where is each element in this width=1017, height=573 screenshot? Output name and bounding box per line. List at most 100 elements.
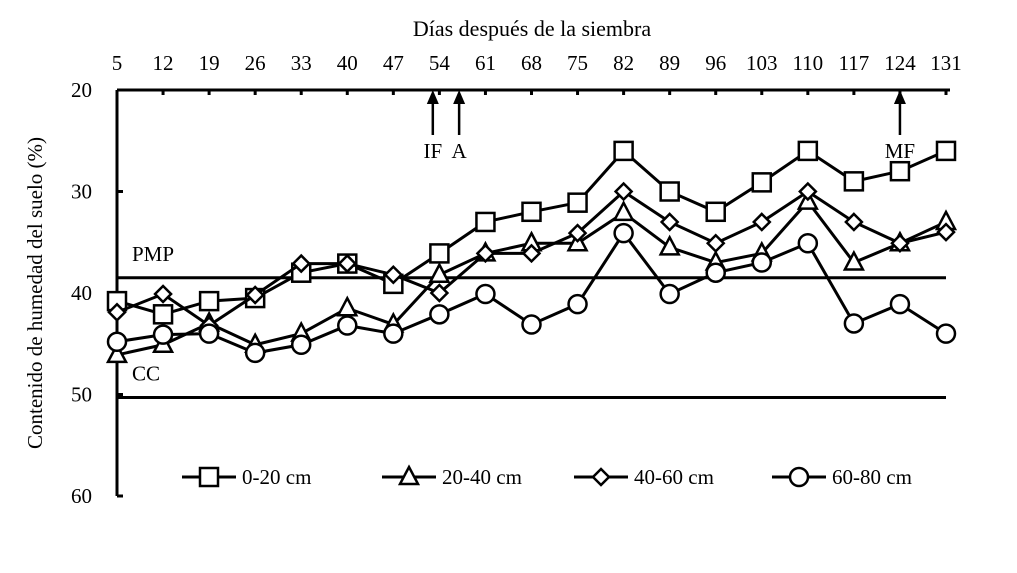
x-tick-label: 103 (746, 51, 778, 75)
data-point-square (843, 171, 865, 192)
data-point-square (152, 304, 174, 325)
x-tick-label: 19 (199, 51, 220, 75)
x-tick-label: 26 (245, 51, 266, 75)
x-tick-label: 12 (153, 51, 174, 75)
x-tick-label: 110 (792, 51, 823, 75)
data-point-diamond (337, 253, 358, 274)
data-point-circle (152, 324, 174, 345)
annotation-label: A (452, 139, 468, 163)
reference-line-label: PMP (132, 242, 174, 266)
reference-line-label: CC (132, 362, 160, 386)
data-point-square (198, 466, 220, 488)
data-point-circle (751, 252, 773, 273)
data-point-diamond (705, 233, 726, 254)
data-point-square (751, 172, 773, 193)
data-point-diamond (567, 223, 588, 243)
legend-label: 20-40 cm (442, 465, 522, 489)
y-tick-label: 50 (71, 383, 92, 407)
data-point-diamond (613, 181, 634, 202)
data-point-triangle (105, 342, 129, 364)
data-point-diamond (591, 467, 611, 487)
data-point-square (475, 211, 496, 233)
data-point-triangle (658, 234, 681, 256)
data-point-square (429, 243, 450, 264)
data-point-square (659, 181, 680, 202)
x-tick-label: 131 (930, 51, 962, 75)
data-point-diamond (659, 212, 680, 232)
x-tick-label: 96 (705, 51, 726, 75)
y-tick-label: 40 (71, 281, 92, 305)
series-60-80-cm (106, 222, 957, 364)
y-tick-label: 30 (71, 180, 92, 204)
data-point-circle (521, 314, 542, 335)
data-point-circle (429, 304, 450, 325)
data-point-circle (659, 283, 680, 305)
x-tick-label: 117 (839, 51, 870, 75)
legend-label: 60-80 cm (832, 465, 912, 489)
y-tick-label: 20 (71, 78, 92, 102)
data-point-diamond (752, 212, 772, 232)
y-tick-label: 60 (71, 484, 92, 508)
data-point-circle (337, 315, 358, 336)
data-point-circle (244, 342, 266, 364)
legend-entry: 60-80 cm (772, 465, 912, 489)
data-point-diamond (798, 181, 818, 202)
data-point-circle (705, 262, 726, 283)
x-tick-label: 47 (383, 51, 404, 75)
data-point-square (797, 140, 819, 162)
y-axis-title: Contenido de humedad del suelo (%) (23, 137, 47, 449)
data-point-triangle (612, 200, 635, 222)
data-point-diamond (429, 283, 450, 303)
legend-entry: 40-60 cm (574, 465, 714, 489)
annotation-arrow-head (426, 90, 439, 104)
data-point-circle (567, 293, 588, 315)
x-tick-label: 33 (291, 51, 312, 75)
legend-entry: 0-20 cm (182, 465, 311, 489)
data-point-diamond (383, 264, 404, 285)
data-point-diamond (107, 302, 127, 323)
data-point-diamond (936, 222, 956, 242)
x-tick-label: 54 (429, 51, 451, 75)
data-point-circle (106, 331, 128, 352)
data-point-circle (198, 323, 220, 344)
data-point-circle (613, 222, 634, 244)
data-point-diamond (521, 243, 542, 264)
annotation-arrow-head (453, 90, 466, 104)
data-point-triangle (336, 295, 359, 317)
data-point-diamond (475, 243, 496, 264)
x-tick-label: 89 (659, 51, 680, 75)
data-point-square (705, 201, 726, 223)
x-tick-label: 40 (337, 51, 358, 75)
x-tick-label: 68 (521, 51, 542, 75)
x-tick-label: 124 (884, 51, 916, 75)
data-point-square (521, 201, 542, 223)
data-point-circle (889, 293, 911, 315)
data-point-circle (797, 233, 819, 254)
x-tick-label: 5 (112, 51, 123, 75)
data-point-circle (935, 323, 957, 344)
data-point-circle (383, 323, 404, 344)
data-point-square (613, 140, 634, 162)
data-point-square (567, 192, 588, 213)
data-point-circle (290, 334, 312, 356)
data-point-diamond (890, 233, 910, 254)
annotation-label: IF (423, 139, 442, 163)
legend-entry: 20-40 cm (382, 464, 522, 489)
data-point-diamond (844, 212, 864, 232)
annotation-arrow-head (893, 90, 906, 104)
data-point-diamond (245, 285, 265, 305)
legend-label: 40-60 cm (634, 465, 714, 489)
data-point-triangle (842, 249, 865, 271)
data-point-square (889, 160, 911, 182)
data-point-diamond (153, 284, 173, 304)
x-axis-title: Días después de la siembra (413, 16, 651, 41)
data-point-circle (843, 313, 865, 334)
x-tick-label: 61 (475, 51, 496, 75)
data-point-circle (475, 283, 496, 305)
x-tick-label: 75 (567, 51, 588, 75)
x-tick-label: 82 (613, 51, 634, 75)
data-point-circle (788, 466, 810, 488)
data-point-square (935, 140, 957, 162)
data-point-triangle (428, 262, 451, 283)
